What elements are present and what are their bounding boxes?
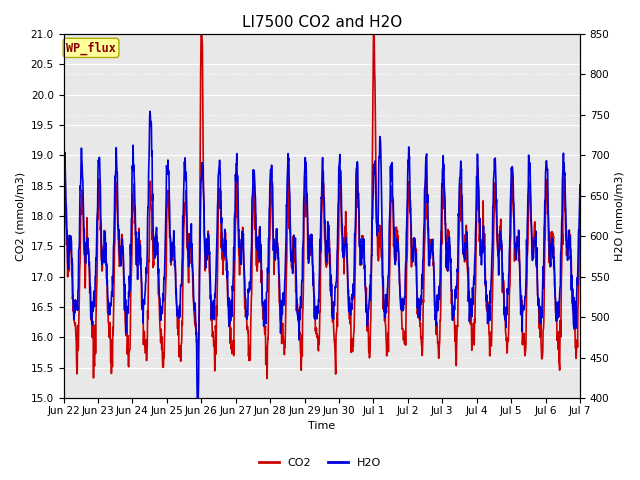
X-axis label: Time: Time <box>308 421 335 432</box>
Text: WP_flux: WP_flux <box>66 41 116 55</box>
Title: LI7500 CO2 and H2O: LI7500 CO2 and H2O <box>242 15 402 30</box>
Y-axis label: CO2 (mmol/m3): CO2 (mmol/m3) <box>15 171 25 261</box>
Y-axis label: H2O (mmol/m3): H2O (mmol/m3) <box>615 171 625 261</box>
Legend: CO2, H2O: CO2, H2O <box>254 453 386 472</box>
